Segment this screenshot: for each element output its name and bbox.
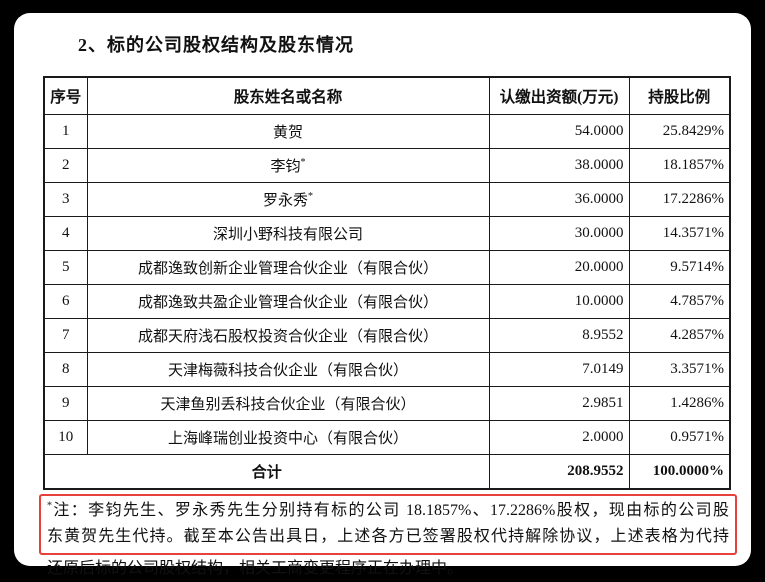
total-amount: 208.9552 xyxy=(488,454,630,490)
cell-no: 1 xyxy=(43,114,88,149)
footnote-section: *注：李钧先生、罗永秀先生分别持有标的公司 18.1857%、17.2286%股… xyxy=(39,494,737,581)
footnote-line-1: *注：李钧先生、罗永秀先生分别持有标的公司 18.1857%、17.2286%股… xyxy=(47,500,729,519)
cell-ratio: 3.3571% xyxy=(628,352,731,387)
footnote-line-3: 还原后标的公司股权结构，相关工商变更程序正在办理中。 xyxy=(47,560,464,577)
cell-ratio: 14.3571% xyxy=(628,216,731,251)
table-row: 6 成都逸致共盈企业管理合伙企业（有限合伙） 10.0000 4.7857% xyxy=(43,284,731,319)
cell-name: 李钧* xyxy=(86,148,490,183)
cell-ratio: 1.4286% xyxy=(628,386,731,421)
cell-name: 成都逸致创新企业管理合伙企业（有限合伙） xyxy=(86,250,490,285)
cell-name: 天津梅薇科技合伙企业（有限合伙） xyxy=(86,352,490,387)
cell-no: 7 xyxy=(43,318,88,353)
table-row: 9 天津鱼别丢科技合伙企业（有限合伙） 2.9851 1.4286% xyxy=(43,386,731,421)
cell-amount: 38.0000 xyxy=(488,148,630,183)
table-row: 3 罗永秀* 36.0000 17.2286% xyxy=(43,182,731,217)
table-row: 5 成都逸致创新企业管理合伙企业（有限合伙） 20.0000 9.5714% xyxy=(43,250,731,285)
cell-amount: 54.0000 xyxy=(488,114,630,149)
cell-ratio: 17.2286% xyxy=(628,182,731,217)
cell-name: 天津鱼别丢科技合伙企业（有限合伙） xyxy=(86,386,490,421)
cell-ratio: 4.2857% xyxy=(628,318,731,353)
cell-name: 上海峰瑞创业投资中心（有限合伙） xyxy=(86,420,490,455)
cell-no: 10 xyxy=(43,420,88,455)
table-row: 7 成都天府浅石股权投资合伙企业（有限合伙） 8.9552 4.2857% xyxy=(43,318,731,353)
cell-no: 6 xyxy=(43,284,88,319)
cell-amount: 2.9851 xyxy=(488,386,630,421)
cell-amount: 30.0000 xyxy=(488,216,630,251)
cell-ratio: 9.5714% xyxy=(628,250,731,285)
total-label: 合计 xyxy=(43,454,490,490)
cell-name: 成都天府浅石股权投资合伙企业（有限合伙） xyxy=(86,318,490,353)
table-row: 1 黄贺 54.0000 25.8429% xyxy=(43,114,731,149)
col-header-amount: 认缴出资额(万元) xyxy=(488,76,630,115)
table-row: 8 天津梅薇科技合伙企业（有限合伙） 7.0149 3.3571% xyxy=(43,352,731,387)
cell-amount: 10.0000 xyxy=(488,284,630,319)
table-row: 4 深圳小野科技有限公司 30.0000 14.3571% xyxy=(43,216,731,251)
cell-ratio: 0.9571% xyxy=(628,420,731,455)
section-title: 2、标的公司股权结构及股东情况 xyxy=(78,35,354,55)
footnote-mark: * xyxy=(300,157,306,168)
footnote-mark: * xyxy=(308,191,313,202)
col-header-no: 序号 xyxy=(43,76,88,115)
cell-name: 罗永秀* xyxy=(86,182,490,217)
document-page: 2、标的公司股权结构及股东情况 序号 股东姓名或名称 认缴出资额(万元) 持股比… xyxy=(14,13,751,577)
footnote-asterisk: * xyxy=(47,500,52,512)
cell-ratio: 18.1857% xyxy=(628,148,731,183)
shareholder-table: 序号 股东姓名或名称 认缴出资额(万元) 持股比例 1 黄贺 54.0000 2… xyxy=(43,76,731,490)
footnote-line-2: 东黄贺先生代持。截至本公告出具日，上述各方已签署股权代持解除协议，上述表格为代持 xyxy=(47,528,729,545)
table-row: 10 上海峰瑞创业投资中心（有限合伙） 2.0000 0.9571% xyxy=(43,420,731,455)
table-header-row: 序号 股东姓名或名称 认缴出资额(万元) 持股比例 xyxy=(43,76,731,115)
cell-no: 3 xyxy=(43,182,88,217)
cell-amount: 2.0000 xyxy=(488,420,630,455)
cell-no: 5 xyxy=(43,250,88,285)
cell-amount: 36.0000 xyxy=(488,182,630,217)
cell-name: 深圳小野科技有限公司 xyxy=(86,216,490,251)
col-header-name: 股东姓名或名称 xyxy=(86,76,490,115)
cell-no: 4 xyxy=(43,216,88,251)
red-highlight-box: *注：李钧先生、罗永秀先生分别持有标的公司 18.1857%、17.2286%股… xyxy=(39,494,737,555)
cell-no: 2 xyxy=(43,148,88,183)
cell-ratio: 25.8429% xyxy=(628,114,731,149)
cell-no: 8 xyxy=(43,352,88,387)
cell-amount: 20.0000 xyxy=(488,250,630,285)
cell-amount: 7.0149 xyxy=(488,352,630,387)
cell-name: 成都逸致共盈企业管理合伙企业（有限合伙） xyxy=(86,284,490,319)
col-header-ratio: 持股比例 xyxy=(628,76,731,115)
table-row: 2 李钧* 38.0000 18.1857% xyxy=(43,148,731,183)
cell-no: 9 xyxy=(43,386,88,421)
cell-amount: 8.9552 xyxy=(488,318,630,353)
table-total-row: 合计 208.9552 100.0000% xyxy=(43,454,731,490)
cell-name: 黄贺 xyxy=(86,114,490,149)
total-ratio: 100.0000% xyxy=(628,454,731,490)
cell-ratio: 4.7857% xyxy=(628,284,731,319)
